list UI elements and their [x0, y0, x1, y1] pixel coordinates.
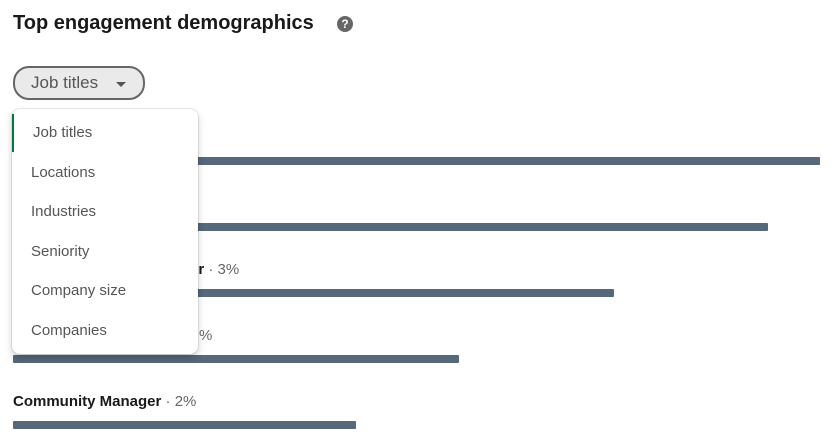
bar: [13, 289, 614, 297]
bar: [13, 355, 460, 363]
row-label: Community Manager · 2%: [13, 393, 196, 410]
job-title: Community Manager: [13, 393, 162, 410]
menu-item[interactable]: Industries: [31, 203, 97, 221]
bar: [13, 223, 769, 231]
help-icon[interactable]: ?: [337, 16, 353, 32]
row-label: %: [199, 327, 212, 344]
bar: [13, 421, 357, 429]
menu-item[interactable]: Job titles: [12, 114, 198, 152]
menu-item[interactable]: Companies: [31, 322, 107, 339]
dropdown-menu: Job titles Locations Industries Seniority Co…: [12, 109, 198, 354]
share: · 2%: [165, 393, 197, 410]
share: · 3%: [208, 261, 240, 278]
menu-item[interactable]: Locations: [31, 163, 96, 181]
section-title: Top engagement demographics: [13, 12, 314, 34]
filter-dropdown-button[interactable]: Job titles: [13, 66, 145, 100]
bar: [13, 157, 820, 165]
share: %: [199, 327, 213, 344]
filter-label: Job titles: [31, 73, 99, 92]
menu-item[interactable]: Seniority: [31, 242, 90, 260]
menu-item[interactable]: Company size: [31, 282, 127, 300]
caret-icon: [116, 82, 126, 87]
